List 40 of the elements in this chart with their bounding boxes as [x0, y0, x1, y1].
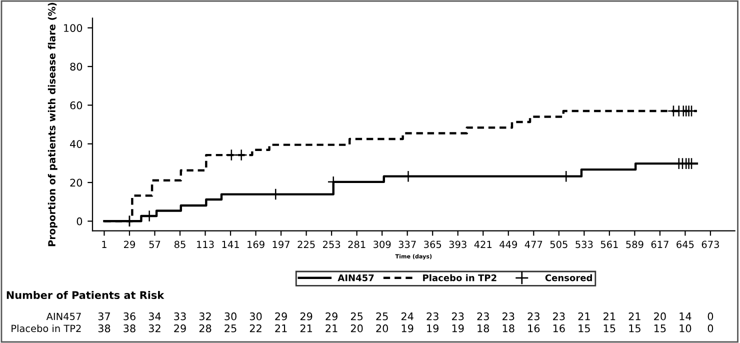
legend-label: Placebo in TP2	[423, 274, 496, 282]
y-tick-label: 100	[64, 24, 82, 32]
text: 38 38 32 29 28 25 22 21 21 21 20 20 19 19 19 18 18 16 16 15 15 15 15 10 0	[98, 324, 714, 332]
x-tick-label: 533	[576, 240, 593, 248]
legend-label: Censored	[545, 274, 592, 282]
y-tick-label: 80	[70, 62, 82, 71]
y-tick-label: 40	[70, 140, 82, 148]
text: 37 36 34 33 32 30 30 29 29 29 25 25 24 23 23 23 23 23 23 21 21 21 20 14 0	[98, 312, 714, 320]
x-tick-label: 393	[449, 240, 466, 248]
y-tick-label: 0	[76, 217, 82, 226]
legend-label: AIN457	[338, 274, 374, 282]
x-tick-label: 589	[626, 240, 644, 248]
x-tick-label: 197	[272, 240, 290, 248]
x-tick-label: 169	[248, 240, 264, 248]
x-tick-label: 57	[149, 240, 160, 248]
text: Number of Patients at Risk	[6, 290, 164, 300]
text: AIN457	[46, 312, 81, 320]
y-tick-label: 60	[70, 101, 82, 110]
x-tick-label: 449	[500, 240, 517, 248]
x-tick-label: 225	[298, 240, 315, 248]
x-tick-label: 673	[702, 240, 719, 248]
x-tick-label: 1	[102, 240, 106, 248]
x-tick-label: 421	[474, 240, 492, 248]
x-tick-label: 29	[124, 240, 135, 248]
y-tick-label: 20	[70, 178, 82, 187]
x-tick-label: 253	[323, 240, 340, 248]
x-tick-label: 85	[174, 240, 186, 248]
y-axis-title: Proportion of patients with disease flare (%)	[48, 2, 58, 246]
x-tick-label: 617	[651, 240, 668, 248]
x-tick-label: 477	[524, 240, 542, 248]
x-tick-label: 337	[398, 240, 416, 248]
x-tick-label: 113	[197, 240, 214, 248]
x-tick-label: 365	[424, 240, 442, 248]
x-tick-label: 505	[550, 240, 568, 248]
x-tick-label: 561	[600, 240, 618, 248]
x-tick-label: 141	[222, 240, 239, 248]
text: Placebo in TP2	[12, 324, 81, 332]
x-tick-label: 309	[374, 240, 391, 248]
x-tick-label: 645	[676, 240, 694, 248]
x-tick-label: 281	[348, 240, 366, 248]
